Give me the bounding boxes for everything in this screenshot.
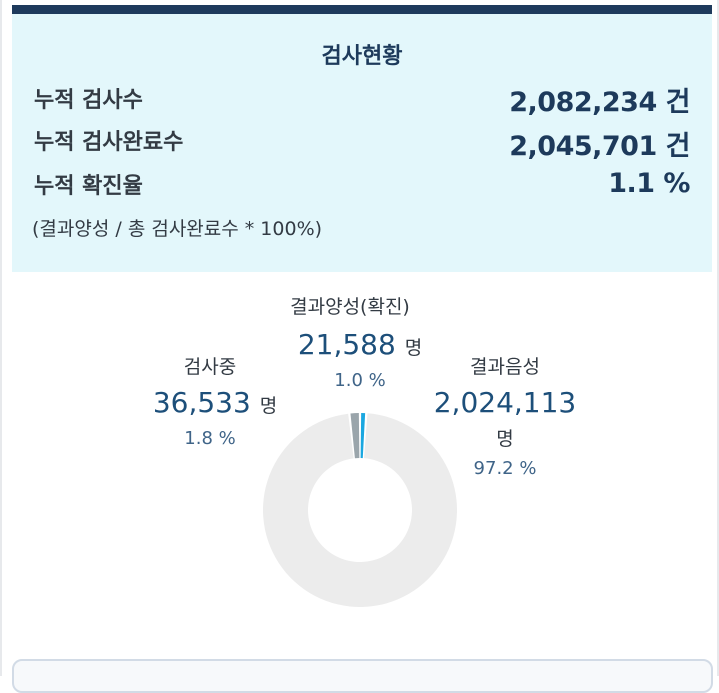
frame-right-edge (717, 0, 719, 676)
negative-percent: 97.2 % (473, 458, 537, 479)
in-progress-count-value: 36,533 (152, 386, 251, 419)
negative-label: 결과음성 (470, 356, 540, 378)
in-progress-count: 36,533 명 (135, 386, 295, 419)
in-progress-percent: 1.8 % (184, 428, 236, 449)
positive-percent: 1.0 % (334, 370, 386, 391)
completed-tests-value: 2,045,701 건 (509, 131, 690, 162)
negative-count-unit: 명 (496, 428, 514, 450)
next-card-edge (12, 659, 713, 693)
positive-label: 결과양성(확진) (290, 296, 410, 318)
positive-rate-label: 누적 확진율 (34, 174, 143, 199)
negative-slice (262, 413, 457, 607)
test-result-chart: 결과양성(확진) 21,588 명 1.0 % 검사중 36,533 명 1.8… (0, 272, 719, 662)
positive-rate-value: 1.1 % (608, 168, 690, 199)
test-status-summary: 검사현황 누적 검사수 2,082,234 건 누적 검사완료수 2,045,7… (12, 14, 712, 272)
positive-rate-formula-note: (결과양성 / 총 검사완료수 * 100%) (32, 218, 323, 240)
summary-title: 검사현황 (321, 44, 403, 69)
header-accent-bar (12, 5, 712, 14)
positive-count: 21,588 명 (270, 328, 450, 361)
donut-chart (262, 413, 457, 607)
in-progress-label: 검사중 (183, 356, 237, 378)
total-tests-label: 누적 검사수 (34, 88, 143, 113)
positive-count-value: 21,588 (297, 328, 396, 361)
positive-count-unit: 명 (404, 337, 423, 359)
negative-count-value: 2,024,113 (433, 386, 577, 419)
total-tests-value: 2,082,234 건 (509, 87, 690, 118)
in-progress-count-unit: 명 (259, 395, 278, 417)
positive-slice (360, 413, 366, 459)
in-progress-slice (350, 413, 360, 459)
completed-tests-label: 누적 검사완료수 (34, 130, 184, 155)
frame-left-edge (0, 0, 2, 676)
